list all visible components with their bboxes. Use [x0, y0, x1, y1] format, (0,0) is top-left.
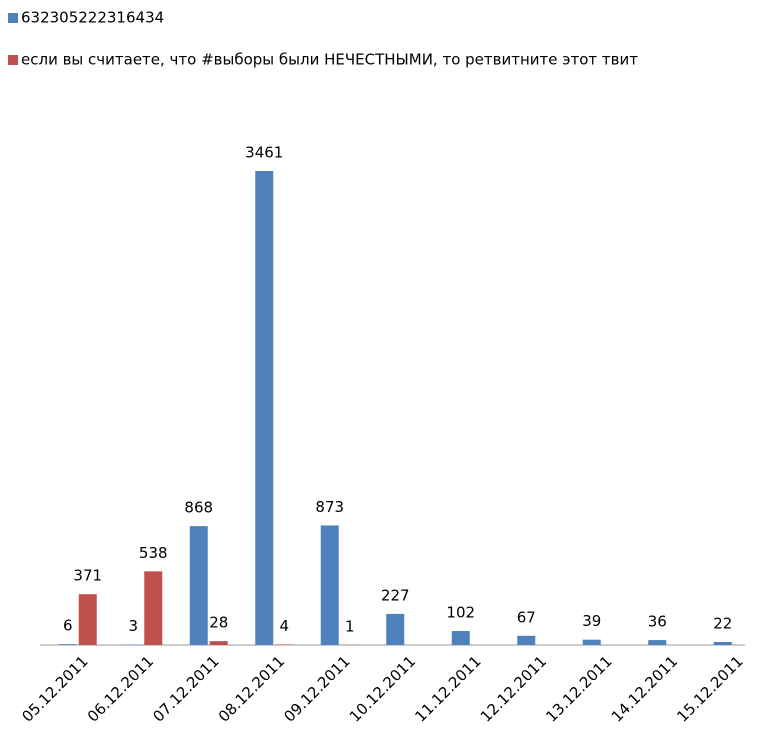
- bar: [210, 641, 228, 645]
- data-label: 28: [209, 614, 228, 632]
- bar: [321, 525, 339, 645]
- bar: [648, 640, 666, 645]
- data-label: 873: [315, 498, 344, 516]
- bar: [190, 526, 208, 645]
- data-label: 371: [73, 567, 102, 585]
- legend-text: если вы считаете, что #выборы были НЕЧЕС…: [21, 51, 638, 69]
- x-tick-label: 06.12.2011: [84, 652, 157, 725]
- data-label: 538: [139, 544, 168, 562]
- data-label: 1: [345, 617, 355, 635]
- x-tick-label: 09.12.2011: [280, 652, 353, 725]
- bar: [144, 571, 162, 645]
- data-label: 22: [713, 614, 732, 632]
- data-label: 36: [648, 613, 667, 631]
- bar: [79, 594, 97, 645]
- legend-swatch: [8, 55, 18, 65]
- bar: [714, 642, 732, 645]
- data-label: 3: [128, 617, 138, 635]
- x-tick-label: 11.12.2011: [411, 652, 484, 725]
- x-tick-label: 15.12.2011: [673, 652, 746, 725]
- x-tick-label: 10.12.2011: [346, 652, 419, 725]
- bar: [255, 171, 273, 645]
- bar: [275, 644, 293, 645]
- bar: [59, 644, 77, 645]
- data-label: 6: [63, 617, 73, 635]
- data-label: 67: [517, 608, 536, 626]
- data-label: 3461: [245, 144, 283, 162]
- legend-text: 632305222316434: [21, 9, 164, 27]
- data-label: 4: [279, 617, 289, 635]
- bar: [452, 631, 470, 645]
- bar: [517, 636, 535, 645]
- legend-swatch: [8, 13, 18, 23]
- x-tick-label: 14.12.2011: [608, 652, 681, 725]
- data-label: 39: [582, 612, 601, 630]
- x-tick-label: 05.12.2011: [18, 652, 91, 725]
- bar: [386, 614, 404, 645]
- x-tick-label: 07.12.2011: [149, 652, 222, 725]
- bar: [583, 640, 601, 645]
- data-label: 102: [446, 604, 475, 622]
- data-label: 227: [381, 586, 410, 604]
- x-tick-label: 12.12.2011: [477, 652, 550, 725]
- data-label: 868: [184, 499, 213, 517]
- x-tick-label: 13.12.2011: [542, 652, 615, 725]
- x-tick-label: 08.12.2011: [215, 652, 288, 725]
